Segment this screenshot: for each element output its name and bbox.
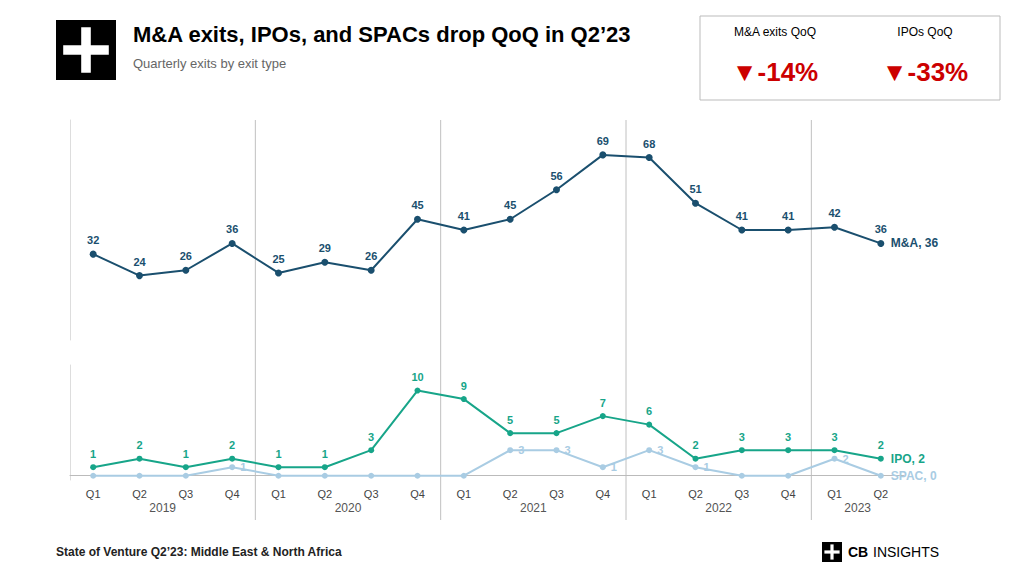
svg-text:5: 5 xyxy=(507,414,513,426)
svg-text:1: 1 xyxy=(611,461,617,473)
svg-text:M&A exits QoQ: M&A exits QoQ xyxy=(734,25,816,39)
svg-text:2: 2 xyxy=(843,453,849,465)
svg-text:Q1: Q1 xyxy=(86,488,101,500)
svg-text:M&A, 36: M&A, 36 xyxy=(891,236,939,250)
svg-text:Q2: Q2 xyxy=(317,488,332,500)
svg-text:56: 56 xyxy=(550,170,562,182)
svg-text:State of Venture Q2’23: Middle: State of Venture Q2’23: Middle East & No… xyxy=(56,545,342,559)
svg-text:Q3: Q3 xyxy=(734,488,749,500)
svg-text:2022: 2022 xyxy=(705,501,732,515)
svg-text:SPAC, 0: SPAC, 0 xyxy=(891,469,937,483)
svg-text:1: 1 xyxy=(90,448,96,460)
svg-text:1: 1 xyxy=(704,461,710,473)
svg-text:3: 3 xyxy=(657,444,663,456)
svg-text:41: 41 xyxy=(736,210,748,222)
svg-text:26: 26 xyxy=(180,250,192,262)
svg-text:Q4: Q4 xyxy=(781,488,796,500)
svg-text:Q2: Q2 xyxy=(503,488,518,500)
svg-text:1: 1 xyxy=(322,448,328,460)
svg-text:IPO, 2: IPO, 2 xyxy=(891,452,925,466)
svg-text:3: 3 xyxy=(785,431,791,443)
svg-text:CB: CB xyxy=(848,544,868,560)
svg-text:26: 26 xyxy=(365,250,377,262)
svg-text:3: 3 xyxy=(739,431,745,443)
svg-text:2019: 2019 xyxy=(149,501,176,515)
svg-text:IPOs QoQ: IPOs QoQ xyxy=(897,25,952,39)
svg-text:2: 2 xyxy=(136,439,142,451)
svg-text:Q3: Q3 xyxy=(549,488,564,500)
svg-text:25: 25 xyxy=(272,253,284,265)
svg-text:41: 41 xyxy=(458,210,470,222)
svg-text:Q2: Q2 xyxy=(688,488,703,500)
svg-text:Q3: Q3 xyxy=(364,488,379,500)
svg-text:36: 36 xyxy=(226,223,238,235)
svg-text:29: 29 xyxy=(319,242,331,254)
svg-text:▼-14%: ▼-14% xyxy=(732,57,818,87)
svg-text:Q4: Q4 xyxy=(410,488,425,500)
svg-text:1: 1 xyxy=(275,448,281,460)
svg-text:10: 10 xyxy=(411,371,423,383)
svg-text:Q1: Q1 xyxy=(827,488,842,500)
svg-text:Q1: Q1 xyxy=(456,488,471,500)
svg-text:1: 1 xyxy=(183,448,189,460)
svg-text:Quarterly exits by exit type: Quarterly exits by exit type xyxy=(133,56,286,71)
svg-text:Q4: Q4 xyxy=(595,488,610,500)
svg-text:45: 45 xyxy=(411,199,423,211)
svg-text:42: 42 xyxy=(828,207,840,219)
svg-text:M&A exits, IPOs, and SPACs dro: M&A exits, IPOs, and SPACs drop QoQ in Q… xyxy=(133,22,631,47)
svg-text:69: 69 xyxy=(597,135,609,147)
svg-text:2: 2 xyxy=(229,439,235,451)
svg-text:2: 2 xyxy=(878,439,884,451)
svg-text:9: 9 xyxy=(461,380,467,392)
svg-text:3: 3 xyxy=(565,444,571,456)
svg-text:2: 2 xyxy=(692,439,698,451)
svg-text:45: 45 xyxy=(504,199,516,211)
svg-text:1: 1 xyxy=(240,461,246,473)
svg-text:6: 6 xyxy=(646,405,652,417)
svg-text:68: 68 xyxy=(643,138,655,150)
svg-text:▼-33%: ▼-33% xyxy=(882,57,968,87)
svg-text:2021: 2021 xyxy=(520,501,547,515)
svg-text:Q4: Q4 xyxy=(225,488,240,500)
svg-text:Q2: Q2 xyxy=(132,488,147,500)
svg-text:51: 51 xyxy=(689,183,701,195)
svg-text:3: 3 xyxy=(831,431,837,443)
svg-text:3: 3 xyxy=(518,444,524,456)
svg-text:5: 5 xyxy=(553,414,559,426)
svg-text:Q1: Q1 xyxy=(271,488,286,500)
svg-text:INSIGHTS: INSIGHTS xyxy=(873,544,939,560)
svg-text:36: 36 xyxy=(875,223,887,235)
svg-text:7: 7 xyxy=(600,397,606,409)
svg-text:2023: 2023 xyxy=(844,501,871,515)
svg-text:41: 41 xyxy=(782,210,794,222)
svg-text:Q3: Q3 xyxy=(178,488,193,500)
svg-text:32: 32 xyxy=(87,234,99,246)
svg-text:3: 3 xyxy=(368,431,374,443)
svg-text:Q1: Q1 xyxy=(642,488,657,500)
svg-text:2020: 2020 xyxy=(335,501,362,515)
svg-text:Q2: Q2 xyxy=(873,488,888,500)
svg-text:24: 24 xyxy=(133,256,146,268)
